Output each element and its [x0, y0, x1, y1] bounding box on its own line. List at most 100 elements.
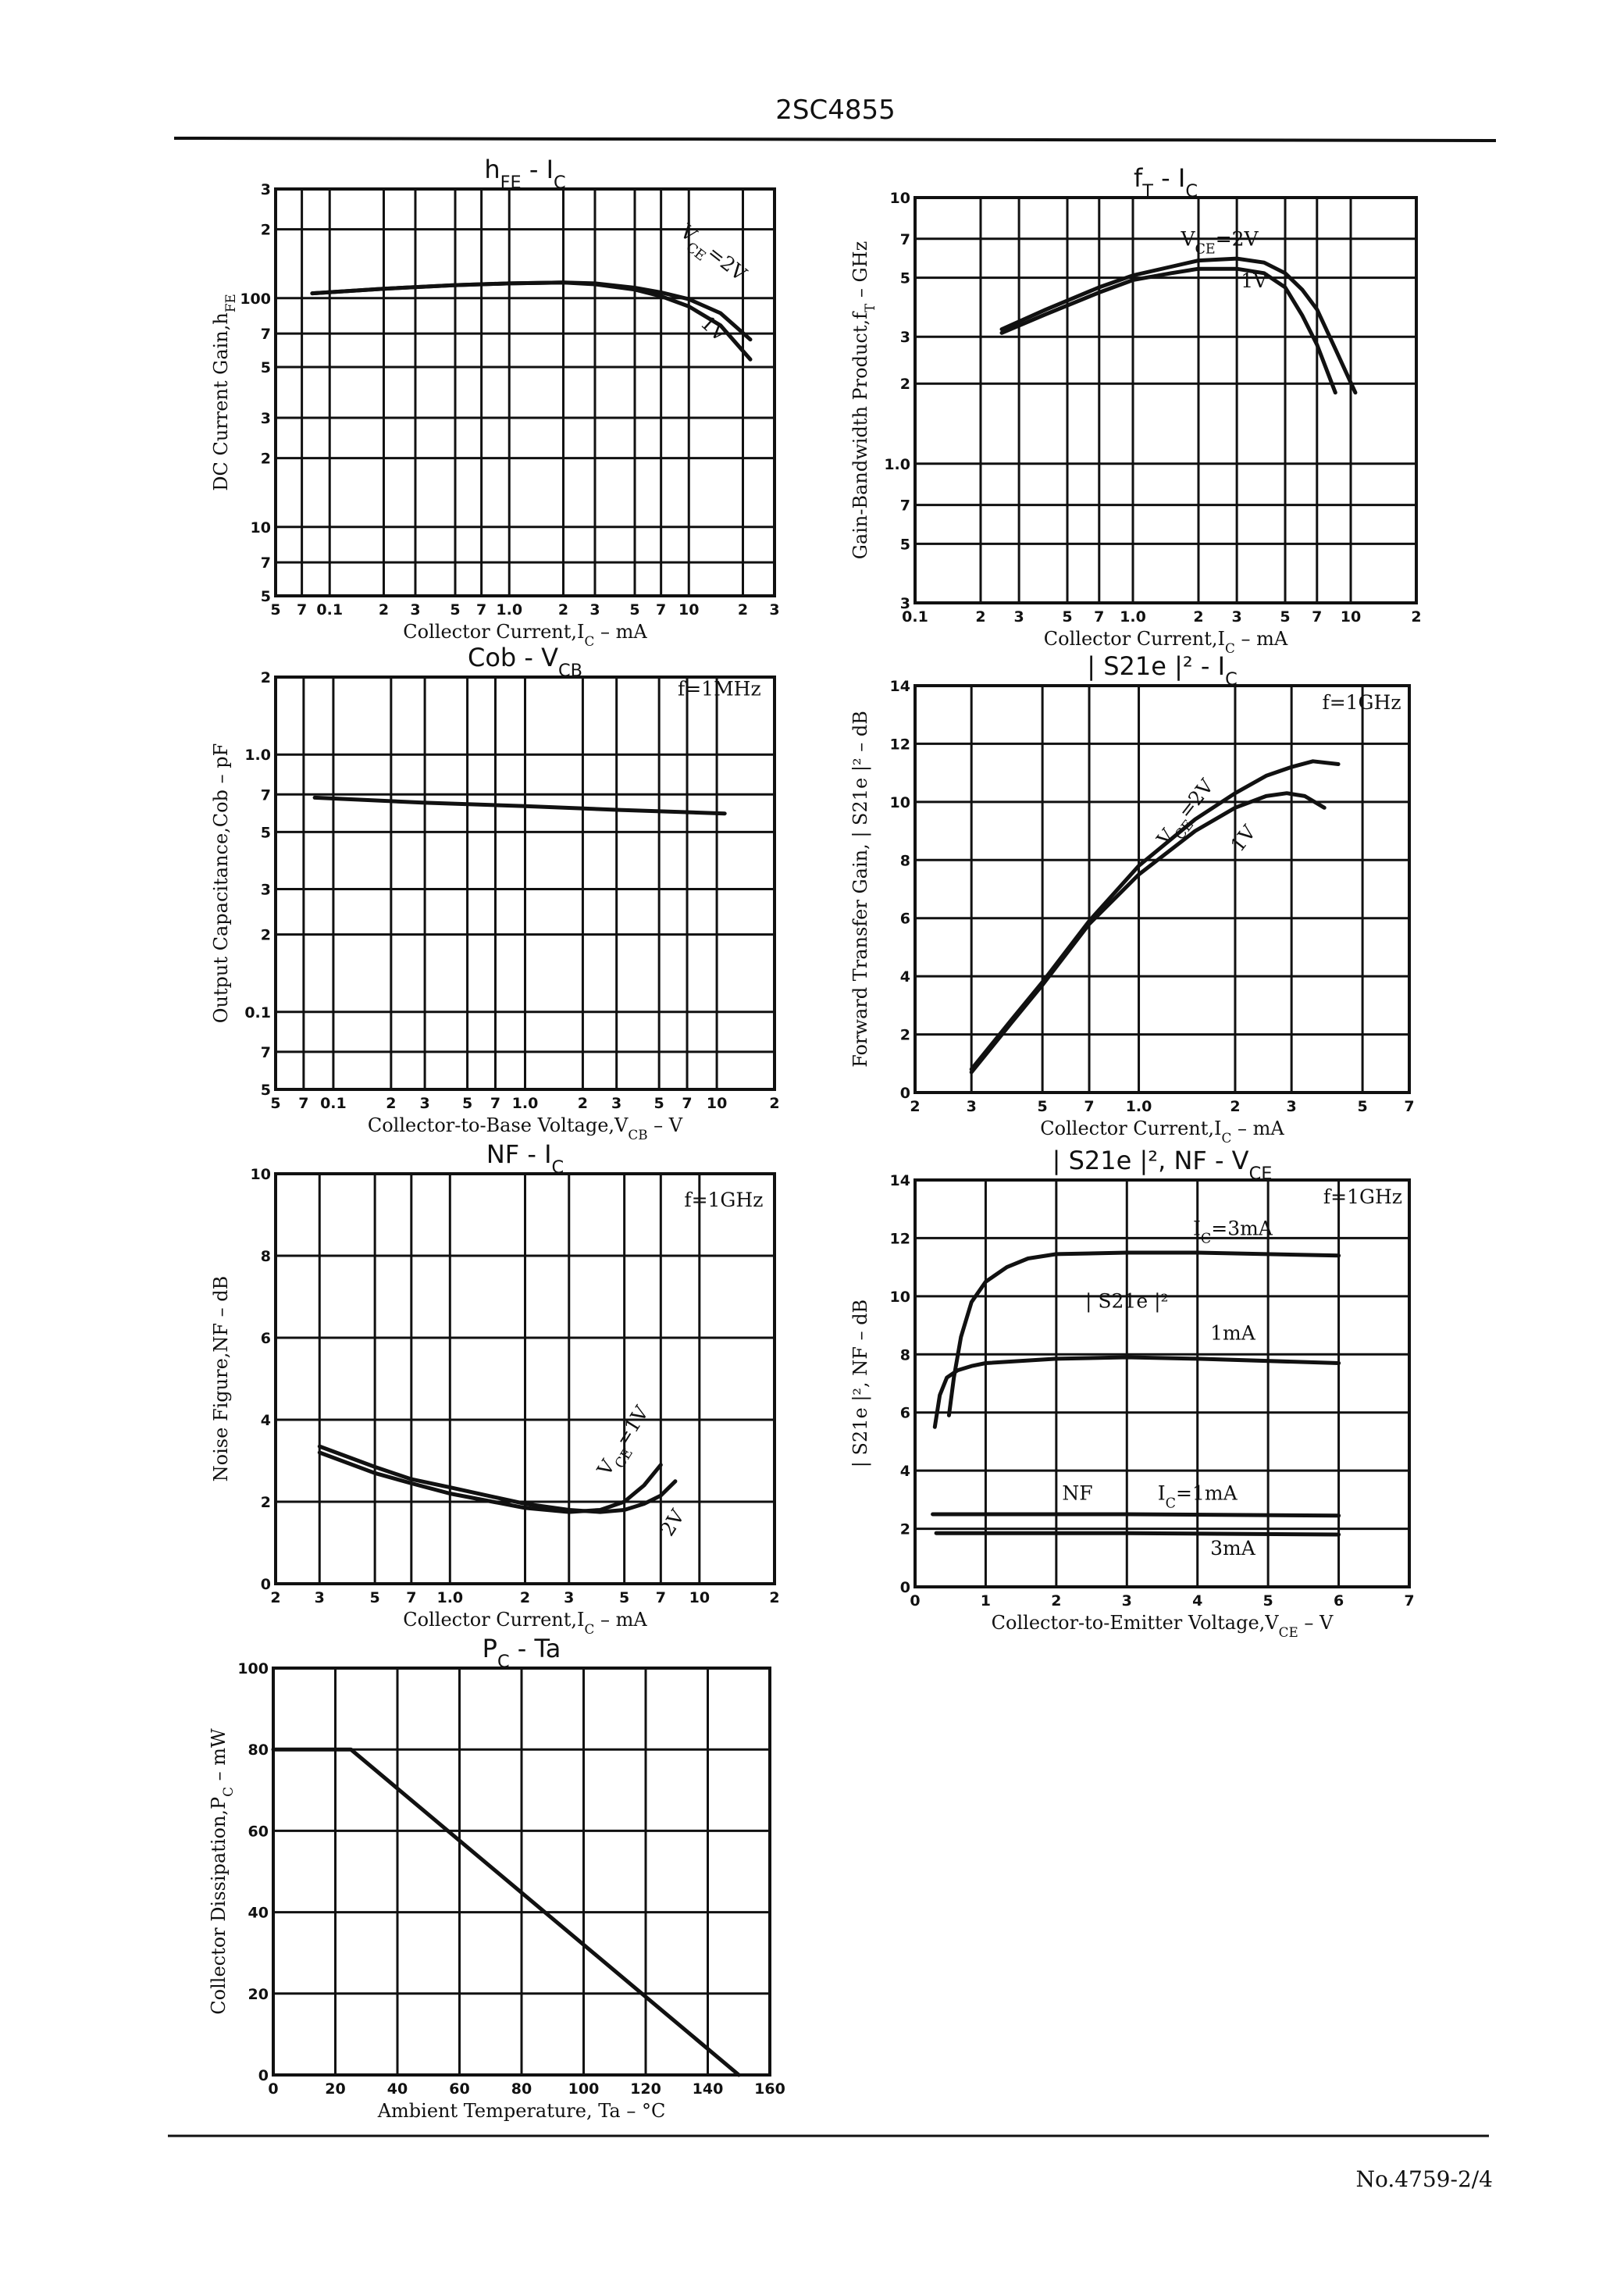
x-axis-label: Ambient Temperature, Ta – °C [377, 2100, 666, 2122]
chart-annotation: 1V [1241, 269, 1268, 292]
x-tick-label: 7 [1404, 1592, 1414, 1610]
y-tick-label: 5 [261, 359, 271, 376]
chart-3: Cob - VCB 5 7 0.1 2 3 5 7 1.0 2 3 5 7 10 2 5 7 0.1 2 3 5 7 1.0… [210, 643, 780, 1143]
y-tick-label: 10 [890, 794, 910, 811]
x-axis-label: Collector-to-Emitter Voltage,VCE – V [992, 1612, 1334, 1640]
x-tick-label: 3 [315, 1589, 325, 1606]
y-tick-label: 40 [248, 1905, 269, 1922]
x-tick-label: 7 [656, 601, 666, 619]
y-tick-label: 4 [261, 1412, 271, 1429]
x-tick-label: 2 [386, 1095, 396, 1112]
chart-title: NF - IC [486, 1139, 564, 1178]
y-tick-label: 7 [900, 231, 910, 248]
x-tick-label: 4 [1192, 1592, 1202, 1610]
x-tick-label: 3 [589, 601, 600, 619]
x-tick-label: 2 [520, 1589, 530, 1606]
charts-container: hFE - IC5 7 0.1 2 3 5 7 1.0 2 3 5 7 10 2 3571023571002… [208, 155, 1422, 2122]
y-tick-label: 6 [900, 1405, 910, 1422]
y-tick-label: 2 [261, 1494, 271, 1511]
y-tick-label: 0 [900, 1579, 910, 1596]
x-tick-label: 5 [1357, 1098, 1367, 1115]
y-tick-label: 7 [900, 497, 910, 515]
y-tick-label: 7 [261, 326, 271, 343]
x-tick-label: 10 [1341, 608, 1361, 626]
plot-frame [914, 196, 1418, 604]
x-tick-label: 5 [370, 1589, 380, 1606]
x-tick-label: 40 [387, 2080, 408, 2098]
x-tick-label: 3 [410, 601, 420, 619]
y-tick-label: 80 [248, 1741, 269, 1759]
x-tick-label: 7 [1404, 1098, 1414, 1115]
y-tick-label: 0 [261, 1576, 271, 1593]
y-tick-label: 5 [900, 270, 910, 287]
plot-frame [914, 1178, 1411, 1588]
y-tick-label: 1.0 [244, 747, 271, 764]
x-tick-label: 5 [270, 1095, 280, 1112]
x-tick-label: 2 [578, 1095, 588, 1112]
x-tick-label: 2 [379, 601, 389, 619]
y-tick-label: 14 [890, 1172, 910, 1189]
chart-annotation: NF [1062, 1481, 1092, 1504]
x-tick-label: 5 [462, 1095, 472, 1112]
series-line-1 [946, 1250, 1341, 1417]
x-tick-label: 7 [297, 601, 307, 619]
x-tick-label: 1.0 [1120, 608, 1146, 626]
y-tick-label: 8 [261, 1248, 271, 1265]
y-tick-label: 2 [261, 669, 271, 686]
chart-7: PC - Ta 0 20 40 60 80 100 120 140 160 0 20 40 60 80 100… [208, 1634, 785, 2122]
chart-title: | S21e |² - IC [1087, 651, 1237, 690]
x-tick-label: 0.1 [320, 1095, 347, 1112]
chart-annotation: VCE=1V [593, 1401, 660, 1484]
y-tick-label: 5 [261, 824, 271, 841]
header-rule [173, 137, 1497, 142]
y-tick-label: 7 [261, 786, 271, 804]
x-tick-label: 5 [1263, 1592, 1273, 1610]
x-tick-label: 0.1 [316, 601, 343, 619]
chart-annotation: f=1MHz [678, 677, 761, 700]
plot-frame [274, 187, 776, 597]
y-tick-label: 10 [251, 519, 271, 537]
y-tick-label: 2 [900, 1521, 910, 1538]
chart-annotation: | S21e |² [1085, 1290, 1169, 1314]
plot-frame [274, 1172, 776, 1585]
chart-annotation: VCE=2V [1180, 227, 1259, 257]
y-tick-label: 0 [900, 1085, 910, 1102]
y-tick-label: 5 [900, 536, 910, 553]
part-number-header: 2SC4855 [775, 94, 895, 126]
y-axis-label: Forward Transfer Gain, | S21e |² – dB [849, 711, 872, 1068]
x-tick-label: 5 [654, 1095, 664, 1112]
y-tick-label: 2 [900, 1027, 910, 1044]
x-tick-label: 2 [1411, 608, 1421, 626]
x-tick-label: 7 [490, 1095, 500, 1112]
y-tick-label: 60 [248, 1823, 269, 1840]
series-line-2 [969, 791, 1327, 1075]
y-tick-label: 2 [900, 376, 910, 393]
y-tick-label: 20 [248, 1986, 269, 2003]
series-line-1 [271, 1747, 741, 2077]
x-tick-label: 10 [678, 601, 699, 619]
y-tick-label: 12 [890, 736, 910, 753]
chart-1: hFE - IC5 7 0.1 2 3 5 7 1.0 2 3 5 7 10 2 3571023571002… [210, 155, 780, 649]
x-axis-label: Collector Current,IC – mA [403, 621, 647, 649]
x-tick-label: 3 [1287, 1098, 1297, 1115]
y-tick-label: 3 [261, 181, 271, 198]
chart-title: PC - Ta [483, 1634, 561, 1672]
y-tick-label: 2 [261, 451, 271, 468]
y-tick-label: 3 [900, 329, 910, 346]
y-tick-label: 3 [261, 410, 271, 427]
x-tick-label: 120 [630, 2080, 661, 2098]
chart-annotation: 1mA [1210, 1322, 1256, 1345]
y-tick-label: 7 [261, 554, 271, 572]
x-tick-label: 60 [449, 2080, 469, 2098]
x-tick-label: 0 [268, 2080, 278, 2098]
x-tick-label: 2 [769, 1589, 779, 1606]
x-tick-label: 2 [1051, 1592, 1061, 1610]
chart-annotation: IC=3mA [1193, 1217, 1273, 1247]
y-tick-label: 4 [900, 968, 910, 986]
x-tick-label: 3 [419, 1095, 429, 1112]
x-tick-label: 6 [1334, 1592, 1344, 1610]
chart-title: | S21e |², NF - VCE [1052, 1146, 1273, 1184]
x-tick-label: 100 [568, 2080, 600, 2098]
x-tick-label: 5 [619, 1589, 629, 1606]
